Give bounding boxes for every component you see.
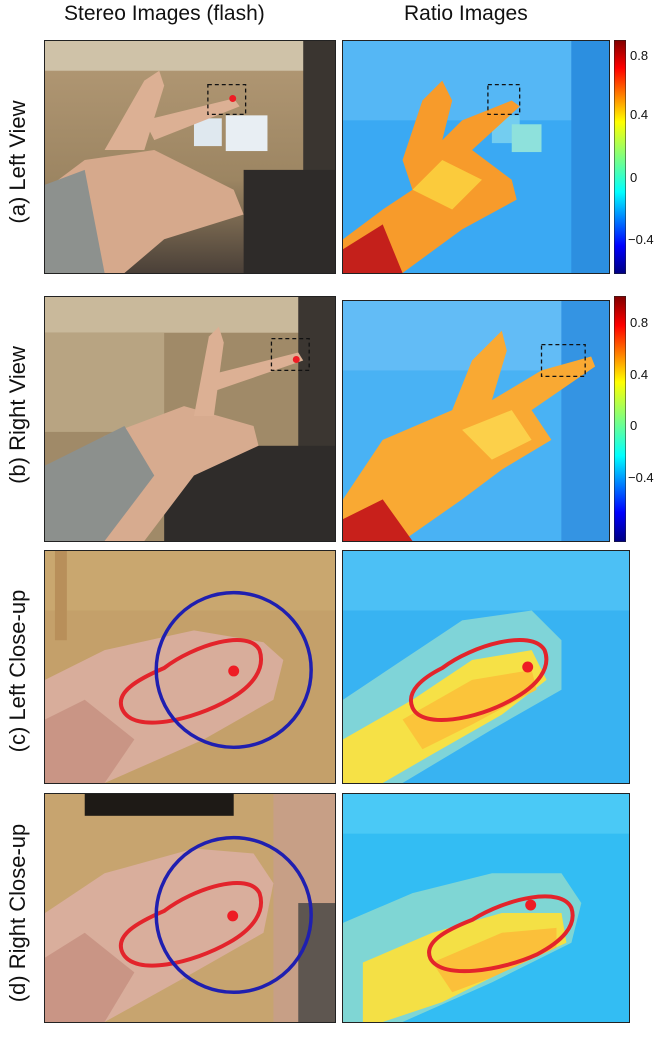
ratio-image-left-view <box>342 40 610 274</box>
colorbar-a <box>613 39 627 275</box>
colorbar-a-tick: 0 <box>630 170 638 185</box>
colorbar-b-tick: −0.4 <box>628 470 654 485</box>
ratio-image-left-closeup <box>342 550 630 784</box>
row-label-left-closeup: (c) Left Close-up <box>5 589 30 753</box>
row-label-right-closeup: (d) Right Close-up <box>5 823 30 1003</box>
row-label-right-view: (b) Right View <box>5 346 30 484</box>
column-header-ratio: Ratio Images <box>404 2 528 25</box>
colorbar-b-tick: 0.8 <box>630 315 649 330</box>
photo-left-view <box>44 40 336 274</box>
ratio-image-right-closeup <box>342 793 630 1023</box>
colorbar-b-tick: 0 <box>630 418 638 433</box>
photo-left-closeup <box>44 550 336 784</box>
photo-right-closeup <box>44 793 336 1023</box>
colorbar-b <box>613 295 627 543</box>
ratio-image-right-view <box>342 300 610 542</box>
row-label-left-view: (a) Left View <box>5 100 30 224</box>
colorbar-a-tick: 0.8 <box>630 48 649 63</box>
colorbar-b-tick: 0.4 <box>630 367 649 382</box>
column-header-stereo: Stereo Images (flash) <box>64 2 265 25</box>
photo-right-view <box>44 296 336 542</box>
colorbar-a-tick: 0.4 <box>630 107 649 122</box>
colorbar-a-tick: −0.4 <box>628 232 654 247</box>
